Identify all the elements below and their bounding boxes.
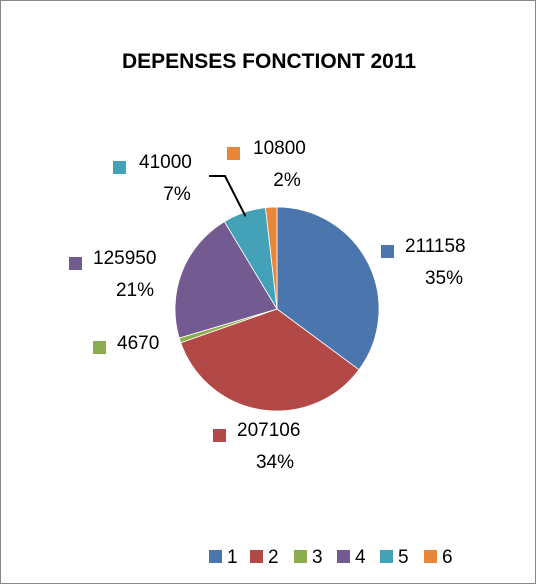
legend-swatch-4 [337,550,350,563]
data-label-value-5: 41000 [139,152,192,173]
leader-line-5 [209,175,247,217]
pie-slice-4 [174,221,278,339]
data-label-percent-6: 2% [273,170,301,191]
legend-label-1: 1 [227,547,238,568]
pie-slice-1 [276,206,380,371]
legend-label-6: 6 [442,547,453,568]
legend-swatch-1 [209,550,222,563]
legend-label-5: 5 [398,547,409,568]
legend-swatch-6 [424,550,437,563]
data-label-marker-6 [227,147,240,160]
legend-label-2: 2 [268,547,279,568]
data-label-value-2: 207106 [237,420,300,441]
legend-label-4: 4 [355,547,366,568]
legend-swatch-5 [380,550,393,563]
data-label-value-3: 4670 [117,333,159,354]
data-label-percent-2: 34% [256,452,294,473]
pie-slice-6 [265,206,278,310]
data-label-marker-1 [381,245,394,258]
data-label-marker-5 [113,161,126,174]
data-label-percent-4: 21% [116,280,154,301]
pie-slice-2 [180,308,360,412]
data-label-percent-1: 35% [425,268,463,289]
data-label-marker-4 [69,257,82,270]
chart-title: DEPENSES FONCTIONT 2011 [122,50,416,73]
legend-swatch-3 [294,550,307,563]
data-label-marker-2 [213,429,226,442]
data-label-value-4: 125950 [93,248,156,269]
legend-swatch-2 [250,550,263,563]
data-label-percent-5: 7% [163,184,191,205]
data-label-value-6: 10800 [253,138,306,159]
legend-label-3: 3 [312,547,323,568]
data-label-marker-3 [93,341,106,354]
data-label-value-1: 211158 [405,236,466,257]
